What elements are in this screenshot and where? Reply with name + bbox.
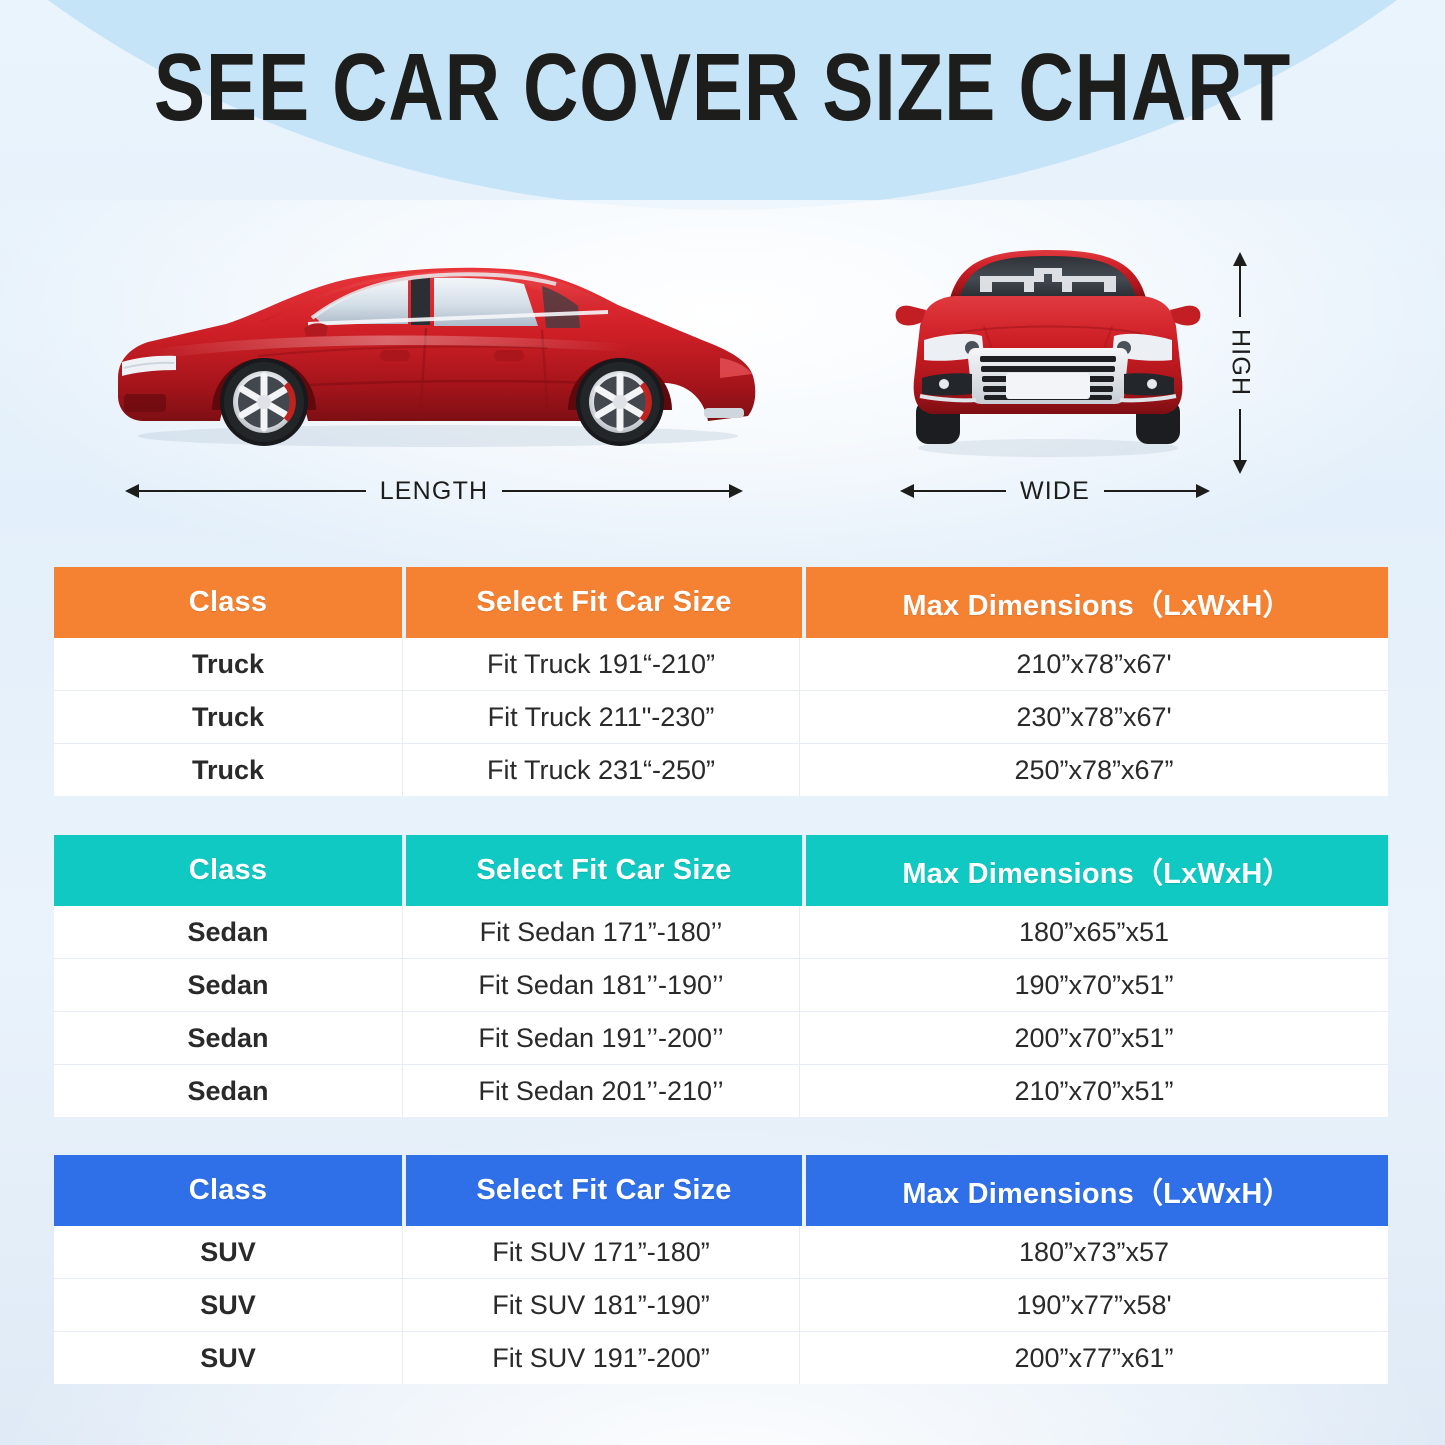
length-label: LENGTH bbox=[379, 476, 489, 505]
suv-size-table: Class Select Fit Car Size Max Dimensions… bbox=[54, 1155, 1388, 1384]
arrow-left-icon bbox=[900, 484, 914, 498]
header-max-dimensions: Max Dimensions（LxWxH） bbox=[806, 835, 1388, 906]
arrow-down-icon bbox=[1233, 460, 1247, 474]
header-select-fit-car-size: Select Fit Car Size bbox=[406, 1155, 802, 1226]
cell-class: Truck bbox=[54, 744, 403, 796]
cell-fit-size: Fit Truck 231“-250” bbox=[403, 744, 800, 796]
cell-class: SUV bbox=[54, 1279, 403, 1331]
cell-class: Sedan bbox=[54, 906, 403, 958]
cell-max-dimensions: 180”x65”x51 bbox=[1018, 916, 1170, 947]
cell-fit-size: Fit Sedan 171”-180’’ bbox=[403, 906, 800, 958]
header-class: Class bbox=[54, 567, 402, 638]
car-illustrations bbox=[0, 225, 1445, 525]
cell-class: Sedan bbox=[54, 1012, 403, 1064]
table-body: Truck Fit Truck 191“-210” 210”x78”x67' T… bbox=[54, 638, 1388, 796]
header-class: Class bbox=[54, 1155, 402, 1226]
table-header-row: Class Select Fit Car Size Max Dimensions… bbox=[54, 1155, 1388, 1226]
wide-label: WIDE bbox=[1019, 476, 1091, 505]
front-wheel bbox=[220, 358, 308, 446]
cell-max-dimensions: 190”x70”x51” bbox=[1014, 969, 1174, 1000]
page-title: SEE CAR COVER SIZE CHART bbox=[153, 34, 1292, 141]
cell-max-dimensions: 190”x77”x58' bbox=[1016, 1289, 1172, 1320]
table-row: Truck Fit Truck 231“-250” 250”x78”x67” bbox=[54, 744, 1388, 796]
header-select-fit-car-size: Select Fit Car Size bbox=[406, 567, 802, 638]
red-sedan-front-view-icon bbox=[895, 250, 1201, 457]
header-class: Class bbox=[54, 835, 402, 906]
high-label: HIGH bbox=[1226, 329, 1255, 397]
cell-max-dimensions: 200”x70”x51” bbox=[1014, 1022, 1174, 1053]
cell-fit-size: Fit SUV 171”-180” bbox=[403, 1226, 800, 1278]
arrow-right-icon bbox=[1196, 484, 1211, 498]
table-row: Sedan Fit Sedan 171”-180’’ 180”x65”x51 bbox=[54, 906, 1388, 959]
table-body: SUV Fit SUV 171”-180” 180”x73”x57 SUV Fi… bbox=[54, 1226, 1388, 1384]
cell-max-dimensions: 250”x78”x67” bbox=[1014, 754, 1174, 785]
arrow-up-icon bbox=[1233, 252, 1247, 266]
table-header-row: Class Select Fit Car Size Max Dimensions… bbox=[54, 567, 1388, 638]
header-max-dimensions: Max Dimensions（LxWxH） bbox=[806, 1155, 1388, 1226]
cell-max-dimensions: 180”x73”x57 bbox=[1018, 1236, 1170, 1267]
wide-dimension-arrow: WIDE bbox=[900, 476, 1211, 505]
table-row: Truck Fit Truck 191“-210” 210”x78”x67' bbox=[54, 638, 1388, 691]
sedan-size-table: Class Select Fit Car Size Max Dimensions… bbox=[54, 835, 1388, 1117]
red-sedan-side-view-icon bbox=[118, 267, 756, 447]
cell-class: SUV bbox=[54, 1332, 403, 1384]
cell-max-dimensions: 210”x78”x67' bbox=[1016, 648, 1172, 679]
cell-fit-size: Fit Truck 211"-230” bbox=[403, 691, 800, 743]
cell-class: Sedan bbox=[54, 1065, 403, 1117]
table-header-row: Class Select Fit Car Size Max Dimensions… bbox=[54, 835, 1388, 906]
cell-fit-size: Fit SUV 181”-190” bbox=[403, 1279, 800, 1331]
table-row: SUV Fit SUV 171”-180” 180”x73”x57 bbox=[54, 1226, 1388, 1279]
table-row: Truck Fit Truck 211"-230” 230”x78”x67' bbox=[54, 691, 1388, 744]
cell-class: Truck bbox=[54, 691, 403, 743]
length-dimension-arrow: LENGTH bbox=[125, 476, 744, 505]
table-body: Sedan Fit Sedan 171”-180’’ 180”x65”x51 S… bbox=[54, 906, 1388, 1117]
cell-max-dimensions: 230”x78”x67' bbox=[1016, 701, 1172, 732]
table-row: SUV Fit SUV 191”-200” 200”x77”x61” bbox=[54, 1332, 1388, 1384]
header-max-dimensions: Max Dimensions（LxWxH） bbox=[806, 567, 1388, 638]
cell-fit-size: Fit SUV 191”-200” bbox=[403, 1332, 800, 1384]
cell-fit-size: Fit Sedan 181’’-190’’ bbox=[403, 959, 800, 1011]
table-row: Sedan Fit Sedan 191’’-200’’ 200”x70”x51” bbox=[54, 1012, 1388, 1065]
arrow-right-icon bbox=[729, 484, 744, 498]
cell-max-dimensions: 200”x77”x61” bbox=[1014, 1342, 1174, 1373]
table-row: SUV Fit SUV 181”-190” 190”x77”x58' bbox=[54, 1279, 1388, 1332]
cell-class: SUV bbox=[54, 1226, 403, 1278]
truck-size-table: Class Select Fit Car Size Max Dimensions… bbox=[54, 567, 1388, 796]
table-row: Sedan Fit Sedan 181’’-190’’ 190”x70”x51” bbox=[54, 959, 1388, 1012]
arrow-left-icon bbox=[125, 484, 139, 498]
cell-max-dimensions: 210”x70”x51” bbox=[1014, 1075, 1174, 1106]
table-row: Sedan Fit Sedan 201’’-210’’ 210”x70”x51” bbox=[54, 1065, 1388, 1117]
cell-class: Truck bbox=[54, 638, 403, 690]
header-select-fit-car-size: Select Fit Car Size bbox=[406, 835, 802, 906]
cell-fit-size: Fit Sedan 191’’-200’’ bbox=[403, 1012, 800, 1064]
cell-class: Sedan bbox=[54, 959, 403, 1011]
cell-fit-size: Fit Truck 191“-210” bbox=[403, 638, 800, 690]
rear-wheel bbox=[576, 358, 664, 446]
cell-fit-size: Fit Sedan 201’’-210’’ bbox=[403, 1065, 800, 1117]
high-dimension-arrow: HIGH bbox=[1226, 252, 1255, 474]
